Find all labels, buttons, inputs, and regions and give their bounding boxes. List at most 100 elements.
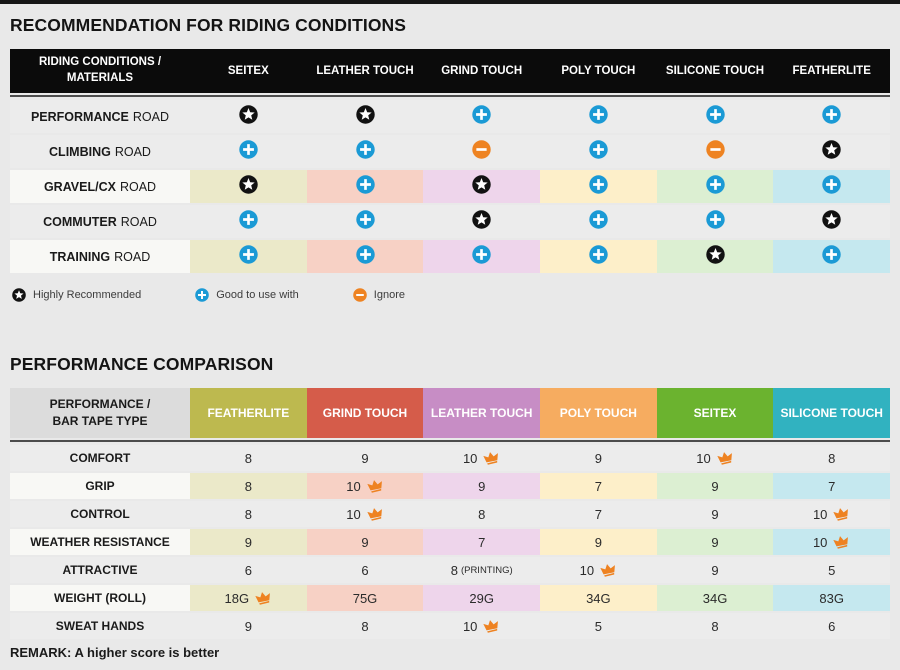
score-value: 75G xyxy=(352,590,378,606)
recommendation-cell xyxy=(423,205,541,238)
score-value: 10 xyxy=(346,506,361,522)
recommendation-cell xyxy=(190,240,307,273)
recommendation-cell xyxy=(423,240,541,273)
recommendation-cell xyxy=(423,135,541,168)
score-value: 83G xyxy=(819,590,844,606)
recommendation-cell xyxy=(656,170,774,203)
recommendation-cell xyxy=(306,100,424,133)
plus-icon xyxy=(472,244,491,269)
recommendation-cell xyxy=(773,170,891,203)
riding-conditions-table: RIDING CONDITIONS / MATERIALS SEITEX LEAT… xyxy=(10,49,891,273)
recommendation-cell xyxy=(540,240,657,273)
score-cell: 34G xyxy=(540,585,657,611)
score-value: 9 xyxy=(711,534,719,550)
score-value: 29G xyxy=(469,590,494,606)
column-header: SEITEX xyxy=(656,388,774,438)
column-header: FEATHERLITE xyxy=(792,65,871,77)
plus-icon xyxy=(472,104,491,129)
score-value: 8 xyxy=(361,618,369,634)
table-row: SWEAT HANDS 9 8 10 5 8 6 xyxy=(10,613,891,639)
score-value: 8 xyxy=(828,450,836,466)
crown-icon xyxy=(600,563,617,577)
riding-conditions-header-label: RIDING CONDITIONS / MATERIALS xyxy=(10,49,190,93)
recommendation-cell xyxy=(423,170,541,203)
score-value: 34G xyxy=(586,590,611,606)
recommendation-cell xyxy=(190,205,307,238)
score-cell: 9 xyxy=(656,529,774,555)
score-cell: 9 xyxy=(423,473,541,499)
score-value: 6 xyxy=(244,562,252,578)
recommendation-cell xyxy=(423,100,541,133)
table-row: ATTRACTIVE 6 6 8 (PRINTING) 10 9 5 xyxy=(10,557,891,583)
row-label: COMMUTER ROAD xyxy=(10,205,190,238)
score-value: 7 xyxy=(594,506,602,522)
score-value: 10 xyxy=(812,506,828,522)
score-cell: 34G xyxy=(656,585,774,611)
recommendation-cell xyxy=(306,135,424,168)
star-icon xyxy=(705,244,725,269)
star-icon xyxy=(472,209,491,234)
plus-icon xyxy=(195,288,210,302)
star-icon xyxy=(355,104,375,129)
table-row: GRIP 8 10 9 7 9 7 xyxy=(10,473,891,499)
crown-icon xyxy=(833,535,850,549)
recommendation-cell xyxy=(656,240,774,273)
star-icon xyxy=(239,174,258,199)
star-icon xyxy=(12,288,26,302)
score-value: 10 xyxy=(346,478,361,494)
crown-icon xyxy=(255,591,272,605)
score-cell: 8 xyxy=(773,445,891,471)
plus-icon xyxy=(355,209,375,234)
plus-icon xyxy=(822,174,841,199)
score-value: 6 xyxy=(361,562,369,578)
score-value: 8 xyxy=(244,506,252,522)
header-divider xyxy=(10,440,890,442)
row-label: COMFORT xyxy=(10,445,190,471)
score-cell: 10 xyxy=(423,445,541,471)
column-header: SILICONE TOUCH xyxy=(773,388,891,438)
score-value: 6 xyxy=(828,618,836,634)
score-value: 10 xyxy=(812,534,828,550)
row-label: WEIGHT (ROLL) xyxy=(10,585,190,611)
score-value: 9 xyxy=(594,450,602,466)
performance-rows: COMFORT 8 9 10 9 10 8 GRIP 8 10 9 7 9 7 CONTROL 8 10 8 7 9 1… xyxy=(10,445,891,639)
crown-icon xyxy=(717,451,734,465)
score-cell: 7 xyxy=(540,501,657,527)
column-header: POLY TOUCH xyxy=(540,388,657,438)
score-cell: 7 xyxy=(773,473,891,499)
plus-icon xyxy=(589,209,608,234)
recommendation-cell xyxy=(773,135,891,168)
plus-icon xyxy=(355,174,375,199)
column-header: GRIND TOUCH xyxy=(441,65,523,77)
riding-conditions-title: RECOMMENDATION FOR RIDING CONDITIONS xyxy=(10,15,407,35)
score-cell: 29G xyxy=(423,585,541,611)
header-label-line1: PERFORMANCE / xyxy=(49,397,151,412)
score-value: 7 xyxy=(828,478,836,494)
score-cell: 7 xyxy=(540,473,657,499)
score-cell: 10 xyxy=(773,501,891,527)
column-header: GRIND TOUCH xyxy=(306,388,424,438)
plus-icon xyxy=(705,209,725,234)
row-label: WEATHER RESISTANCE xyxy=(10,529,190,555)
table-row: TRAINING ROAD xyxy=(10,240,891,273)
score-value: 7 xyxy=(478,534,486,550)
remark: REMARK: A higher score is better xyxy=(10,645,220,660)
score-value: 10 xyxy=(696,450,711,466)
score-cell: 83G xyxy=(773,585,891,611)
table-row: WEIGHT (ROLL) 18G 75G 29G 34G 34G 83G xyxy=(10,585,891,611)
score-cell: 8 xyxy=(190,501,307,527)
plus-icon xyxy=(822,104,841,129)
score-cell: 7 xyxy=(423,529,541,555)
score-value: 10 xyxy=(462,618,478,634)
performance-column-headers: FEATHERLITE GRIND TOUCH LEATHER TOUCH POLY … xyxy=(190,388,891,438)
score-cell: 8 xyxy=(306,613,424,639)
header-label-line2: MATERIALS xyxy=(66,72,134,84)
score-value: 18G xyxy=(224,590,250,606)
score-value: 34G xyxy=(702,590,728,606)
performance-comparison-table: PERFORMANCE / BAR TAPE TYPE FEATHERLITE G… xyxy=(10,388,891,639)
score-cell: 9 xyxy=(656,557,774,583)
recommendation-cell xyxy=(190,135,307,168)
plus-icon xyxy=(589,139,608,164)
row-label: PERFORMANCE ROAD xyxy=(10,100,190,133)
score-cell: 10 xyxy=(773,529,891,555)
